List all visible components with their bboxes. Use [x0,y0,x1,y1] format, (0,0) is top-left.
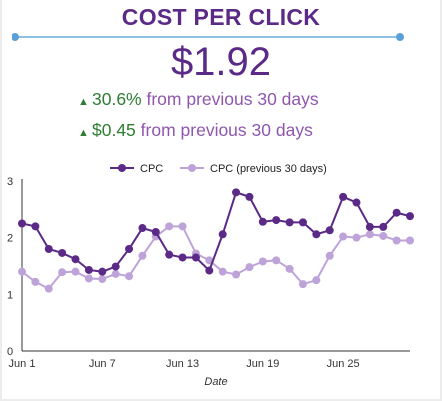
data-point [325,226,334,235]
x-tick-label: Jun 1 [9,358,36,370]
delta-percent-text: from previous 30 days [141,89,319,109]
data-point [111,269,120,278]
data-point [312,276,321,285]
data-point [98,267,107,276]
data-point [31,222,40,231]
data-point [245,192,254,201]
data-point [339,192,348,201]
data-point [218,230,227,239]
data-point [84,274,93,283]
x-tick-label: Jun 25 [327,358,360,370]
cpc-line-chart: 0 1 2 3 Jun 1 Jun 7 Jun 13 Jun 19 Jun 25 Date CPC C… [7,163,414,388]
data-point [18,267,26,276]
y-tick-label: 2 [7,233,13,245]
y-tick-label: 0 [7,346,13,358]
data-point [392,236,401,245]
x-tick-label: Jun 7 [89,358,116,370]
data-point [138,224,147,233]
data-point [298,280,307,289]
data-point [285,218,294,227]
data-point [339,232,348,241]
up-arrow-icon: ▲ [78,96,89,108]
x-tick-label: Jun 19 [246,358,279,370]
data-point [272,216,281,225]
delta-absolute-value: $0.45 [92,120,136,140]
data-point [205,266,214,275]
series-line [21,225,410,290]
legend-label: CPC [140,163,163,175]
x-axis-label: Date [204,376,227,388]
data-point [406,236,414,245]
y-tick-label: 3 [7,176,13,188]
data-point [352,198,361,207]
delta-percent: ▲ 30.6% from previous 30 days [78,89,319,110]
data-point [58,268,67,277]
data-point [151,228,160,236]
data-point [138,251,147,260]
data-point [44,245,53,253]
legend-label: CPC (previous 30 days) [210,163,327,175]
data-point [352,233,361,242]
delta-absolute-text: from previous 30 days [135,120,313,140]
metric-value: $1.92 [170,40,272,84]
data-point [44,284,53,293]
data-point [165,222,174,231]
data-point [125,272,134,281]
data-point [165,250,174,259]
data-point [379,231,388,240]
data-point [125,245,134,253]
data-point [379,222,388,231]
delta-percent-value: 30.6% [92,89,142,109]
data-point [71,255,80,264]
legend-marker [118,164,126,172]
data-point [312,230,321,239]
data-point [365,230,374,239]
delta-absolute: ▲ $0.45 from previous 30 days [78,120,313,141]
data-point [111,262,120,271]
data-point [245,263,254,272]
data-point [285,264,294,273]
data-point [84,265,93,274]
data-point [232,270,241,279]
card-title: COST PER CLICK [121,4,321,30]
up-arrow-icon: ▲ [78,127,89,139]
data-point [191,253,200,262]
legend-marker [188,164,196,172]
data-point [218,267,227,276]
y-tick-label: 1 [7,289,13,301]
data-point [365,222,374,231]
data-point [258,217,267,226]
title-divider [12,33,404,41]
data-point [71,267,80,276]
data-point [272,256,281,265]
data-point [58,248,67,257]
data-point [392,208,401,217]
data-point [178,253,187,262]
x-tick-label: Jun 13 [166,358,199,370]
data-point [325,251,334,260]
data-point [232,188,241,197]
data-point [258,257,267,266]
series-line [21,191,411,273]
data-point [31,277,40,286]
data-point [298,218,307,227]
data-point [18,219,26,228]
data-point [406,212,414,221]
data-point [178,222,187,231]
data-point [98,275,107,284]
